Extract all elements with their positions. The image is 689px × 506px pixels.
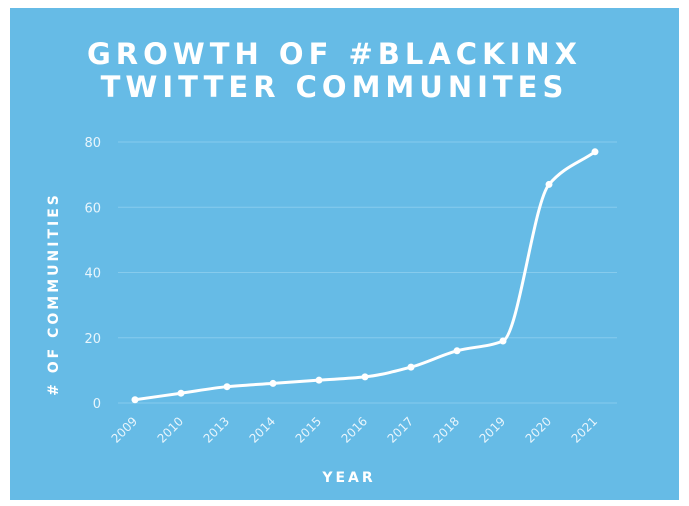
x-axis-label: YEAR	[321, 470, 375, 486]
y-tick-label: 0	[93, 397, 101, 412]
x-tick-label: 2018	[431, 414, 462, 445]
data-point-2016	[361, 373, 369, 381]
x-tick-label: 2021	[569, 414, 600, 445]
y-tick-label: 20	[84, 332, 101, 347]
data-point-2017	[407, 363, 415, 371]
data-point-2015	[315, 376, 323, 384]
x-axis-ticks: 2009 2010 2013 2014 2015 2016 2017 2018 2019 2020…	[109, 414, 600, 445]
x-tick-label: 2019	[477, 414, 508, 445]
x-tick-label: 2015	[293, 414, 324, 445]
y-axis-label: # OF COMMUNITIES	[46, 192, 62, 396]
data-point-2021	[591, 148, 599, 156]
series-line	[133, 150, 597, 402]
chart-title-line-2: TWITTER COMMUNITES	[100, 70, 569, 104]
data-point-2013	[223, 383, 231, 391]
x-tick-label: 2017	[385, 414, 416, 445]
y-tick-label: 80	[84, 136, 101, 151]
x-tick-label: 2020	[523, 414, 554, 445]
x-tick-label: 2009	[109, 414, 140, 445]
chart-title: GROWTH OF #BLACKINX TWITTER COMMUNITES	[0, 38, 669, 104]
data-point-2010	[177, 389, 185, 397]
x-tick-label: 2010	[155, 414, 186, 445]
gridlines	[118, 141, 617, 404]
data-point-2018	[453, 347, 461, 355]
data-point-2019	[499, 337, 507, 345]
data-point-2009	[131, 396, 139, 404]
x-tick-label: 2013	[201, 414, 232, 445]
data-point-2014	[269, 379, 277, 387]
y-tick-label: 40	[84, 267, 101, 282]
x-tick-label: 2016	[339, 414, 370, 445]
data-point-2020	[545, 180, 553, 188]
chart-title-line-1: GROWTH OF #BLACKINX	[87, 37, 582, 71]
chart-panel	[10, 8, 679, 500]
data-points	[131, 148, 599, 404]
y-tick-label: 60	[84, 201, 101, 216]
y-axis-ticks: 0 20 40 60 80	[84, 136, 101, 412]
x-tick-label: 2014	[247, 414, 278, 445]
